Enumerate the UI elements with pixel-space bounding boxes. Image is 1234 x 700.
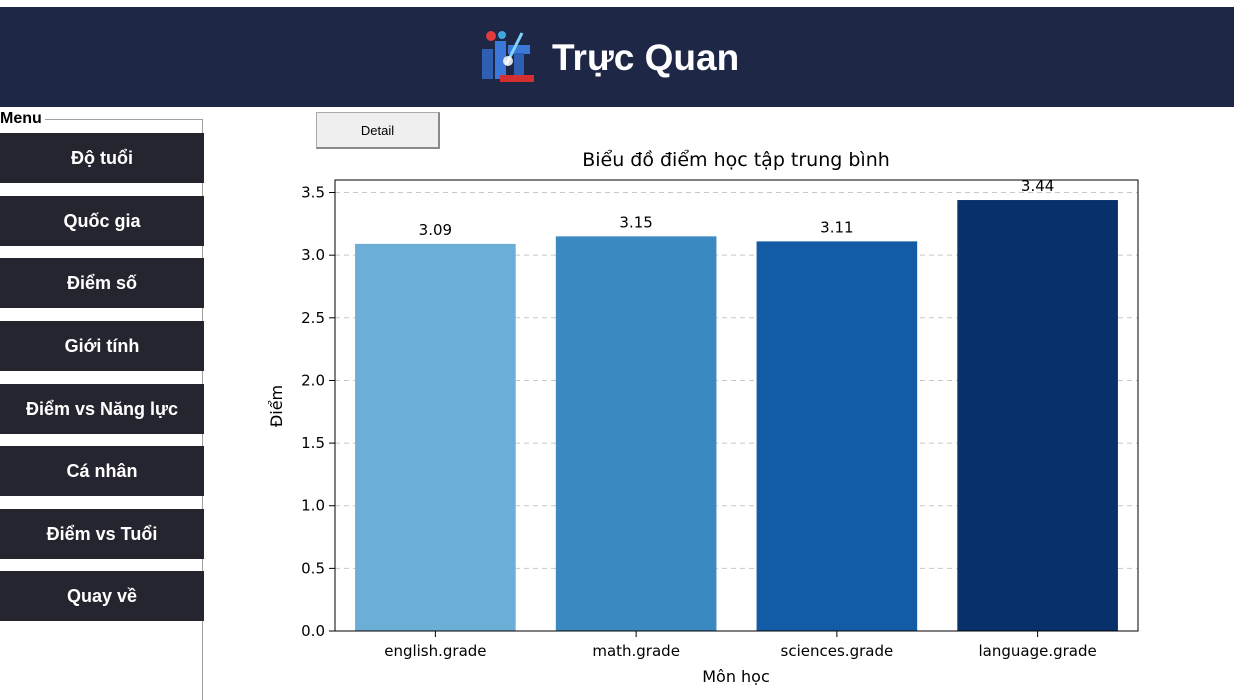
menu-button-score-vs-age[interactable]: Điểm vs Tuổi	[0, 509, 204, 559]
grade-bar-chart: 0.0 0.5 1.0 1.5 2.0 2.5 3.0 3.5 english.grade mat…	[267, 149, 1139, 685]
menu-button-score-vs-ability[interactable]: Điểm vs Năng lực	[0, 384, 204, 434]
plot-frame	[334, 179, 1139, 632]
window-top-strip	[0, 0, 1234, 7]
bar-value-label: 3.11	[820, 218, 853, 236]
y-tick-label: 0.0	[301, 622, 325, 640]
y-tick-label: 2.0	[301, 371, 325, 389]
x-tick-label: sciences.grade	[781, 642, 894, 660]
x-tick-label: english.grade	[384, 642, 486, 660]
app-title: Trực Quan	[552, 37, 740, 78]
bar-sciences-grade	[756, 241, 918, 631]
y-tick-label: 0.5	[301, 559, 325, 577]
menu-button-back[interactable]: Quay về	[0, 571, 204, 621]
x-tick-label: language.grade	[979, 642, 1097, 660]
menu-button-age[interactable]: Độ tuổi	[0, 133, 204, 183]
y-tick-label: 1.0	[301, 497, 325, 515]
y-axis-label: Điểm	[267, 385, 286, 427]
y-tick-label: 3.5	[301, 184, 325, 202]
y-tick-label: 3.0	[301, 246, 325, 264]
menu-button-country[interactable]: Quốc gia	[0, 196, 204, 246]
chart-title: Biểu đồ điểm học tập trung bình	[582, 149, 890, 171]
bar-value-label: 3.44	[1021, 177, 1054, 195]
x-tick-label: math.grade	[592, 642, 680, 660]
x-axis-label: Môn học	[702, 667, 770, 685]
y-tick-label: 1.5	[301, 434, 325, 452]
menu-button-gender[interactable]: Giới tính	[0, 321, 204, 371]
menu-label: Menu	[0, 110, 45, 128]
bar-value-label: 3.09	[419, 221, 452, 239]
app-header: Trực Quan	[0, 7, 1234, 107]
school-logo-icon	[482, 31, 534, 82]
detail-button[interactable]: Detail	[316, 112, 440, 149]
y-tick-label: 2.5	[301, 309, 325, 327]
bar-language-grade	[957, 200, 1118, 632]
bar-math-grade	[555, 236, 717, 631]
bar-value-label: 3.15	[619, 213, 652, 231]
menu-button-personal[interactable]: Cá nhân	[0, 446, 204, 496]
menu-button-score[interactable]: Điểm số	[0, 258, 204, 308]
bar-english-grade	[355, 243, 516, 631]
